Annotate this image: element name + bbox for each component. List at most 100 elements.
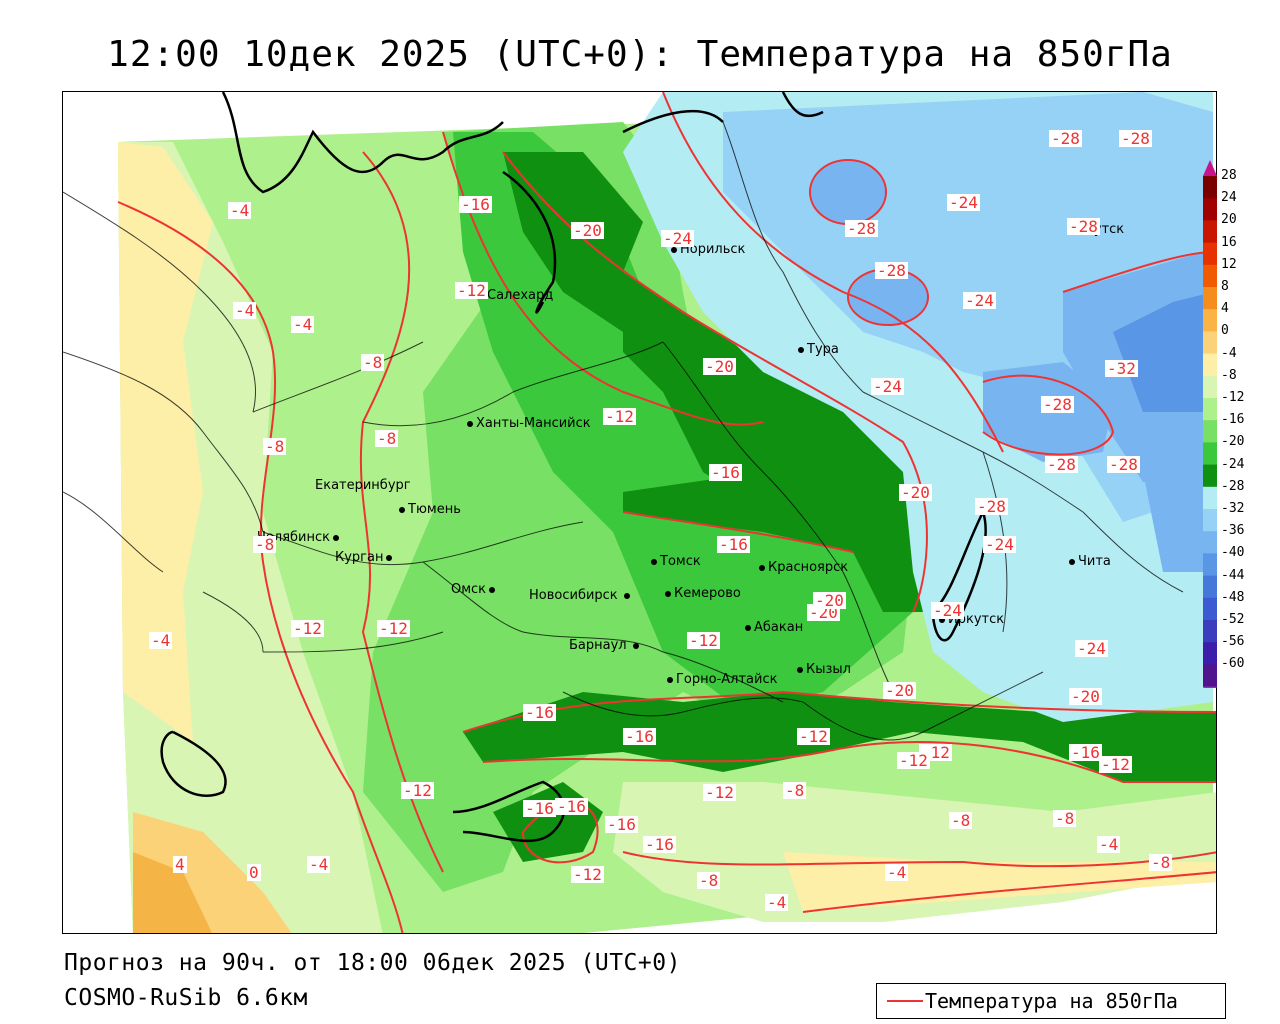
warm-zone-southwest-2 bbox=[133, 852, 213, 933]
isotherm-label: -12 bbox=[603, 407, 636, 426]
color-scale-swatch bbox=[1203, 309, 1217, 332]
legend: Температура на 850гПа bbox=[876, 983, 1226, 1019]
isotherm-label: -12 bbox=[401, 781, 434, 800]
city-gorno-altaysk: Горно-Алтайск bbox=[667, 672, 777, 687]
color-scale-label: -60 bbox=[1221, 656, 1245, 672]
city-barnaul: Барнаул bbox=[569, 638, 642, 653]
temperature-map: Норильск Якутск Салехард Тура Ханты-Манс… bbox=[62, 91, 1217, 934]
isotherm-label: -16 bbox=[643, 835, 676, 854]
isotherm-label: -8 bbox=[263, 437, 287, 456]
isotherm-label: -24 bbox=[1075, 639, 1108, 658]
isotherm-label: -8 bbox=[361, 353, 385, 372]
cold-band-east-west bbox=[623, 472, 863, 552]
city-dot-icon bbox=[745, 624, 751, 631]
admin-borders bbox=[63, 121, 1184, 741]
isotherm-label: -28 bbox=[845, 219, 878, 238]
isotherm-label: -4 bbox=[291, 315, 315, 334]
isotherm-label: -4 bbox=[1097, 835, 1121, 854]
color-scale-swatch bbox=[1203, 375, 1217, 399]
city-tura: Тура bbox=[798, 342, 839, 357]
color-scale-label: 0 bbox=[1221, 323, 1229, 339]
legend-label: Температура на 850гПа bbox=[925, 989, 1178, 1013]
city-krasnoyarsk: Красноярск bbox=[759, 560, 848, 575]
color-scale-label: -4 bbox=[1221, 345, 1237, 361]
isotherm-label: -4 bbox=[765, 893, 789, 912]
map-title: 12:00 10дек 2025 (UTC+0): Температура на… bbox=[107, 34, 1173, 75]
city-tomsk: Томск bbox=[651, 554, 701, 569]
color-scale-label: -48 bbox=[1221, 589, 1245, 605]
city-dot-icon bbox=[632, 642, 639, 649]
isotherm-label: -4 bbox=[307, 855, 331, 874]
city-dot-icon bbox=[759, 564, 765, 571]
color-scale-swatch bbox=[1203, 664, 1217, 688]
isotherm-label: -4 bbox=[233, 301, 257, 320]
color-scale-swatch bbox=[1203, 553, 1217, 577]
isotherm-label: -12 bbox=[797, 727, 830, 746]
cold-spot-1 bbox=[810, 160, 886, 224]
cool-band bbox=[263, 137, 523, 933]
color-scale-swatch bbox=[1203, 442, 1217, 466]
isotherm-label: -20 bbox=[899, 483, 932, 502]
map-canvas bbox=[63, 92, 1216, 933]
isotherm-label: -16 bbox=[555, 797, 588, 816]
isotherm-label: -28 bbox=[1119, 129, 1152, 148]
isotherm-label: -16 bbox=[459, 195, 492, 214]
isotherm-label: -12 bbox=[687, 631, 720, 650]
color-scale-label: 8 bbox=[1221, 279, 1229, 294]
color-scale-swatch bbox=[1203, 464, 1217, 488]
isotherm-label: -16 bbox=[605, 815, 638, 834]
city-dot-icon bbox=[667, 676, 673, 683]
isotherm-label: -12 bbox=[571, 865, 604, 884]
color-scale-bar bbox=[1203, 160, 1217, 703]
color-scale-label: -24 bbox=[1221, 456, 1245, 472]
city-chita: Чита bbox=[1069, 554, 1111, 569]
color-scale-label: 20 bbox=[1221, 212, 1237, 228]
color-scale-label: 4 bbox=[1221, 301, 1229, 317]
city-dot-icon bbox=[489, 586, 496, 593]
color-scale-label: -16 bbox=[1221, 412, 1245, 428]
isotherm-label: -12 bbox=[703, 783, 736, 802]
isotherm-label: -8 bbox=[783, 781, 807, 800]
color-scale-label: 24 bbox=[1221, 190, 1237, 206]
color-scale-swatch bbox=[1203, 198, 1217, 221]
isotherm-label: -24 bbox=[947, 193, 980, 212]
isotherm-label: -20 bbox=[703, 357, 736, 376]
city-salekhard: Салехард bbox=[478, 288, 553, 303]
isotherm-label: 4 bbox=[173, 855, 187, 874]
color-scale-label: -20 bbox=[1221, 434, 1245, 450]
city-kemerovo: Кемерово bbox=[665, 586, 741, 601]
isotherm-label: -4 bbox=[885, 863, 909, 882]
isotherm-label: -20 bbox=[813, 591, 846, 610]
color-scale-swatch bbox=[1203, 531, 1217, 554]
isotherm-label: -28 bbox=[1067, 217, 1100, 236]
city-dot-icon bbox=[399, 506, 405, 513]
color-scale-label: -32 bbox=[1221, 501, 1245, 516]
isotherm-label: -24 bbox=[963, 291, 996, 310]
color-scale-label: 28 bbox=[1221, 168, 1237, 183]
isotherm-label: -16 bbox=[623, 727, 656, 746]
cold-band-south bbox=[463, 692, 1216, 782]
isotherms bbox=[117, 92, 1216, 933]
cold-spot-northeast-2 bbox=[1113, 292, 1213, 412]
isotherm-label: -20 bbox=[571, 221, 604, 240]
city-dot-icon bbox=[467, 420, 473, 427]
isotherm-label: -12 bbox=[455, 281, 488, 300]
city-kyzyl: Кызыл bbox=[797, 662, 851, 677]
isotherm-label: -12 bbox=[1099, 755, 1132, 774]
coastlines bbox=[160, 92, 987, 843]
forecast-info: Прогноз на 90ч. от 18:00 06дек 2025 (UTC… bbox=[64, 950, 681, 976]
cold-band-yenisei bbox=[623, 272, 943, 612]
color-scale-swatch bbox=[1203, 620, 1217, 643]
isotherm-label: -8 bbox=[697, 871, 721, 890]
cold-spot-southeast bbox=[1143, 462, 1213, 572]
isotherm-label: -4 bbox=[228, 201, 252, 220]
color-scale-swatch bbox=[1203, 486, 1217, 510]
isotherm-label: -28 bbox=[1045, 455, 1078, 474]
city-abakan: Абакан bbox=[745, 620, 803, 635]
isotherm-label: -8 bbox=[949, 811, 973, 830]
city-khanty-mansiysk: Ханты-Мансийск bbox=[467, 416, 591, 431]
city-tyumen: Тюмень bbox=[399, 502, 461, 517]
color-scale-swatch bbox=[1203, 575, 1217, 599]
isotherm-label: -24 bbox=[661, 229, 694, 248]
color-scale-swatch bbox=[1203, 597, 1217, 621]
